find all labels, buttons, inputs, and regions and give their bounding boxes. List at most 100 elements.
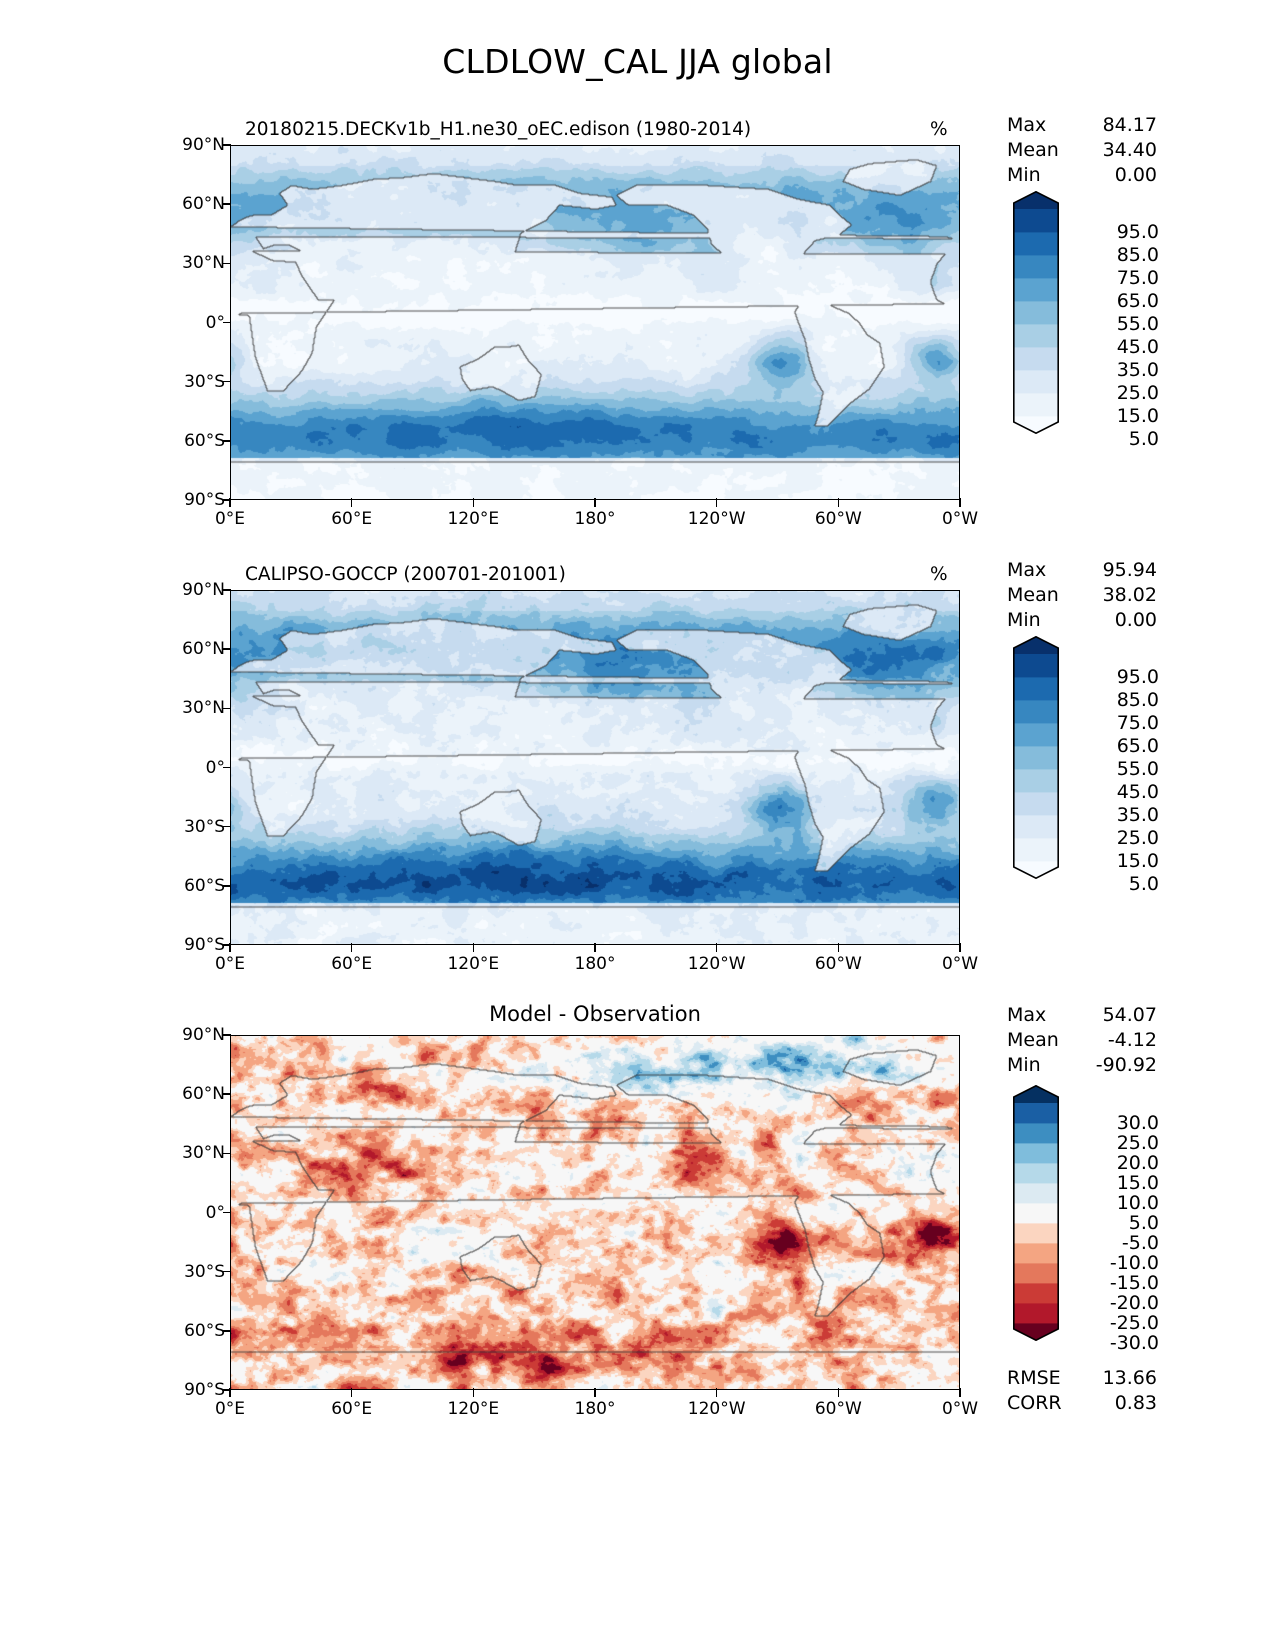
map-canvas-difference bbox=[231, 1036, 959, 1389]
y-tick-mark bbox=[223, 944, 231, 946]
y-tick-label: 30°N bbox=[182, 698, 225, 719]
y-tick-label: 0° bbox=[205, 757, 225, 778]
x-tick-mark bbox=[959, 1388, 961, 1398]
map-canvas-observation bbox=[231, 591, 959, 944]
stats-row: Mean 38.02 bbox=[1007, 583, 1157, 608]
colorbar-tick: 25.0 bbox=[1116, 827, 1159, 849]
x-tick-label: 60°E bbox=[331, 954, 373, 974]
colorbar-extend-low bbox=[1013, 1323, 1059, 1341]
y-tick-mark bbox=[223, 321, 231, 324]
colorbar-tick: 5.0 bbox=[1128, 873, 1159, 895]
map-canvas-model bbox=[231, 146, 959, 499]
x-tick-mark bbox=[959, 498, 961, 508]
x-tick-mark bbox=[350, 498, 353, 508]
y-tick-mark bbox=[223, 1034, 231, 1036]
x-tick-mark bbox=[472, 498, 475, 508]
y-tick-label: 90°N bbox=[182, 135, 225, 155]
colorbar-band bbox=[1013, 700, 1059, 724]
y-tick-label: 0° bbox=[205, 1202, 225, 1223]
colorbar-band bbox=[1013, 769, 1059, 793]
map-difference bbox=[230, 1035, 960, 1390]
colorbar-band bbox=[1013, 1263, 1059, 1284]
colorbar-tick: 65.0 bbox=[1116, 290, 1159, 312]
y-tick-label: 30°S bbox=[184, 1261, 225, 1282]
stats-label: Max bbox=[1007, 559, 1047, 581]
colorbar-swatches bbox=[1013, 191, 1059, 434]
colorbar-tick: 75.0 bbox=[1116, 712, 1159, 734]
x-tick-label: 0°W bbox=[941, 1399, 979, 1419]
colorbar-tick: -10.0 bbox=[1109, 1252, 1159, 1274]
y-tick-mark bbox=[223, 648, 231, 650]
y-tick-mark bbox=[223, 262, 231, 265]
y-tick-label: 90°S bbox=[184, 490, 225, 510]
y-tick-mark bbox=[223, 707, 231, 710]
x-tick-label: 120°E bbox=[447, 509, 500, 529]
y-tick-label: 90°N bbox=[182, 580, 225, 600]
stats-row: Mean 34.40 bbox=[1007, 138, 1157, 163]
x-tick-label: 60°W bbox=[814, 509, 862, 529]
stats-label: Min bbox=[1007, 609, 1041, 631]
stats-label: Max bbox=[1007, 1004, 1047, 1026]
colorbar-tick: 30.0 bbox=[1116, 1112, 1159, 1134]
stats-value: -90.92 bbox=[1095, 1054, 1157, 1076]
colorbar-body bbox=[1013, 191, 1059, 434]
colorbar-band bbox=[1013, 746, 1059, 770]
stats-block-model: Max 84.17 Mean 34.40 Min 0.00 bbox=[1007, 113, 1157, 188]
y-tick-label: 0° bbox=[205, 312, 225, 333]
error-stats-row: RMSE 13.66 bbox=[1007, 1366, 1157, 1391]
x-tick-label: 120°W bbox=[687, 954, 746, 974]
panel-title-difference: Model - Observation bbox=[489, 1002, 701, 1026]
figure-title: CLDLOW_CAL JJA global bbox=[442, 42, 833, 81]
colorbar-tick: 75.0 bbox=[1116, 267, 1159, 289]
colorbar-tick: 85.0 bbox=[1116, 244, 1159, 266]
x-tick-label: 180° bbox=[574, 954, 616, 974]
x-tick-mark bbox=[594, 943, 596, 953]
stats-value: 84.17 bbox=[1102, 114, 1157, 136]
x-tick-label: 0°W bbox=[941, 509, 979, 529]
colorbar-band bbox=[1013, 1243, 1059, 1264]
error-stats-label: CORR bbox=[1007, 1392, 1062, 1414]
colorbar-tick: 5.0 bbox=[1128, 1212, 1159, 1234]
unit-label-model: % bbox=[930, 119, 948, 140]
stats-value: 95.94 bbox=[1102, 559, 1157, 581]
colorbar-extend-low bbox=[1013, 861, 1059, 879]
stats-label: Max bbox=[1007, 114, 1047, 136]
stats-label: Mean bbox=[1007, 139, 1059, 161]
colorbar-tick: 5.0 bbox=[1128, 428, 1159, 450]
x-tick-mark bbox=[472, 943, 475, 953]
stats-row: Min 0.00 bbox=[1007, 608, 1157, 633]
colorbar-tick: 55.0 bbox=[1116, 313, 1159, 335]
error-stats-value: 13.66 bbox=[1102, 1367, 1157, 1389]
stats-value: 34.40 bbox=[1102, 139, 1157, 161]
x-tick-label: 180° bbox=[574, 509, 616, 529]
y-tick-mark bbox=[223, 380, 231, 383]
x-tick-mark bbox=[715, 1388, 718, 1398]
stats-row: Max 84.17 bbox=[1007, 113, 1157, 138]
colorbar-band bbox=[1013, 1223, 1059, 1244]
y-tick-mark bbox=[223, 885, 231, 887]
colorbar-outline bbox=[1013, 636, 1059, 879]
x-tick-mark bbox=[837, 943, 840, 953]
colorbar-tick: 65.0 bbox=[1116, 735, 1159, 757]
colorbar-tick: 25.0 bbox=[1116, 1132, 1159, 1154]
map-observation bbox=[230, 590, 960, 945]
stats-value: 38.02 bbox=[1102, 584, 1157, 606]
colorbar-swatches bbox=[1013, 636, 1059, 879]
colorbar-swatches bbox=[1013, 1085, 1059, 1341]
colorbar-extend-high bbox=[1013, 1085, 1059, 1103]
colorbar-outline bbox=[1013, 191, 1059, 434]
y-tick-mark bbox=[223, 144, 231, 146]
y-tick-label: 60°N bbox=[182, 194, 225, 215]
y-tick-label: 90°S bbox=[184, 1380, 225, 1400]
colorbar-outline bbox=[1013, 1085, 1059, 1341]
x-tick-label: 120°E bbox=[447, 1399, 500, 1419]
y-tick-label: 30°N bbox=[182, 253, 225, 274]
colorbar-band bbox=[1013, 677, 1059, 701]
colorbar-extend-low bbox=[1013, 416, 1059, 434]
y-tick-label: 60°S bbox=[184, 1320, 225, 1341]
x-tick-mark bbox=[715, 943, 718, 953]
colorbar-tick: -20.0 bbox=[1109, 1292, 1159, 1314]
error-stats-value: 0.83 bbox=[1114, 1392, 1157, 1414]
x-tick-mark bbox=[837, 498, 840, 508]
y-tick-label: 30°N bbox=[182, 1143, 225, 1164]
